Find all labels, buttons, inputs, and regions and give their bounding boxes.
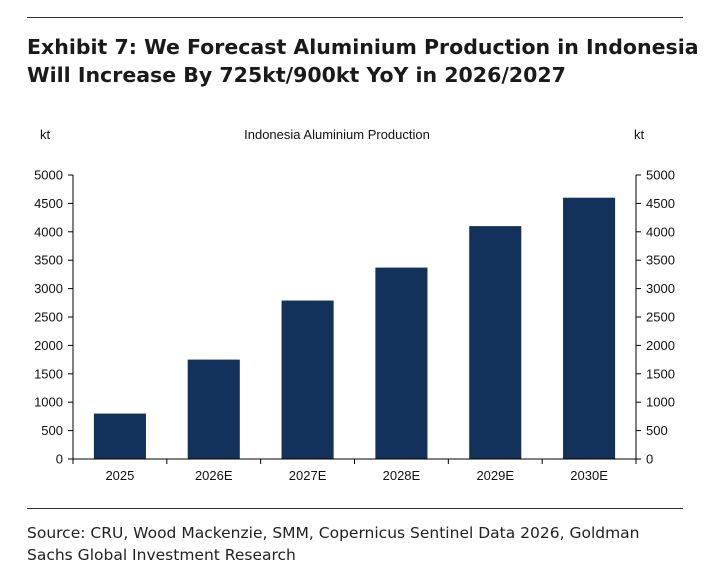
source-line-1: Source: CRU, Wood Mackenzie, SMM, Copern…: [27, 524, 640, 542]
x-tick-label: 2026E: [195, 468, 233, 483]
right-y-tick-label: 3000: [646, 281, 675, 296]
source-line-2: Sachs Global Investment Research: [27, 546, 296, 564]
left-y-tick-label: 2500: [34, 310, 63, 325]
bar-series: [93, 197, 616, 459]
right-y-tick-label: 5000: [646, 168, 675, 183]
right-y-tick-label: 2500: [646, 310, 675, 325]
exhibit-title: Exhibit 7: We Forecast Aluminium Product…: [27, 33, 699, 89]
x-tick-label: 2028E: [383, 468, 421, 483]
right-y-tick-label: 500: [646, 423, 668, 438]
bar-2028e: [375, 267, 428, 459]
right-y-tick-label: 1000: [646, 395, 675, 410]
bottom-rule: [27, 508, 683, 509]
right-y-tick-label: 4500: [646, 196, 675, 211]
top-rule: [27, 17, 683, 18]
right-y-tick-label: 1500: [646, 366, 675, 381]
right-axis-unit: kt: [634, 127, 645, 142]
x-tick-label: 2029E: [476, 468, 514, 483]
left-y-tick-label: 5000: [34, 168, 63, 183]
exhibit-title-line-1: Exhibit 7: We Forecast Aluminium Product…: [27, 35, 699, 59]
source-note: Source: CRU, Wood Mackenzie, SMM, Copern…: [27, 522, 687, 566]
left-y-tick-label: 500: [41, 423, 63, 438]
right-y-tick-label: 2000: [646, 338, 675, 353]
x-tick-label: 2027E: [289, 468, 327, 483]
left-y-tick-label: 1000: [34, 395, 63, 410]
bar-2030e: [563, 197, 616, 459]
bar-2029e: [469, 226, 522, 459]
left-y-tick-label: 4000: [34, 224, 63, 239]
exhibit-title-line-2: Will Increase By 725kt/900kt YoY in 2026…: [27, 63, 566, 87]
x-tick-label: 2025: [105, 468, 134, 483]
right-y-tick-label: 0: [646, 452, 653, 467]
bar-2026e: [187, 359, 240, 459]
left-y-tick-label: 0: [56, 452, 63, 467]
right-y-tick-label: 4000: [646, 224, 675, 239]
x-tick-label: 2030E: [570, 468, 608, 483]
right-y-tick-label: 3500: [646, 253, 675, 268]
left-y-tick-label: 1500: [34, 366, 63, 381]
bar-chart: Indonesia Aluminium Production kt kt 0 0 5…: [34, 127, 675, 484]
left-y-tick-label: 2000: [34, 338, 63, 353]
chart-title: Indonesia Aluminium Production: [244, 127, 430, 142]
left-y-tick-label: 3000: [34, 281, 63, 296]
bar-2025: [93, 413, 146, 459]
left-y-tick-label: 4500: [34, 196, 63, 211]
chart-axes: 0 0 500 500 1000 1000 1500 1500 2000 2000 2500 2500…: [34, 168, 675, 484]
bar-2027e: [281, 300, 334, 459]
left-y-tick-label: 3500: [34, 253, 63, 268]
left-axis-unit: kt: [40, 127, 51, 142]
